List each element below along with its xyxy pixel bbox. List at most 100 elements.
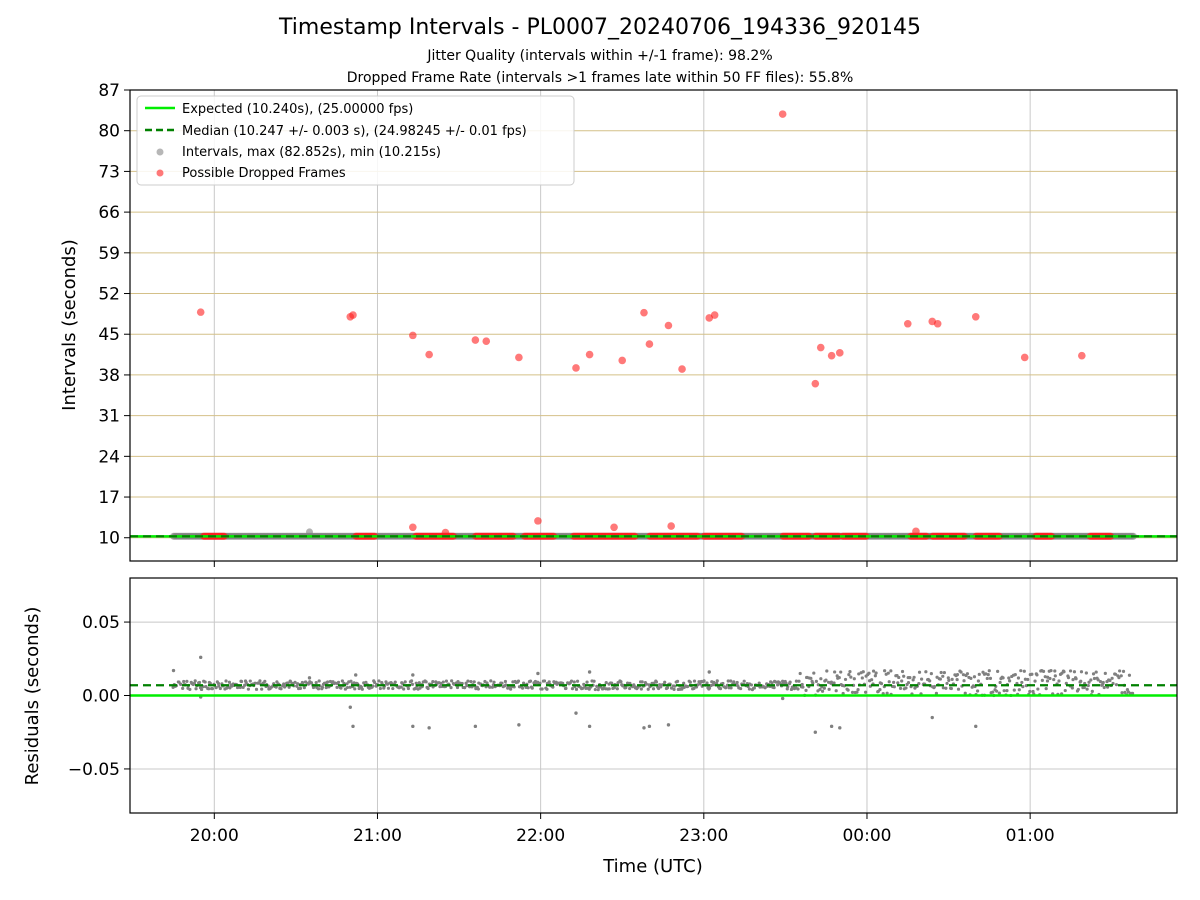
residual-point	[547, 680, 551, 684]
residual-point	[1066, 676, 1071, 680]
residual-point	[181, 686, 185, 690]
top-y-tick-label: 73	[98, 162, 120, 182]
residual-point	[763, 686, 767, 690]
residual-point	[317, 679, 321, 683]
residual-point	[1130, 691, 1135, 695]
residual-point	[489, 679, 493, 683]
residual-point	[300, 681, 305, 685]
residual-point	[833, 670, 837, 674]
residual-point	[673, 684, 677, 688]
residual-point	[902, 674, 906, 678]
residual-point	[995, 689, 999, 693]
residual-point	[254, 687, 259, 691]
chart-subtitle-dropped: Dropped Frame Rate (intervals >1 frames …	[346, 70, 854, 86]
residual-point	[574, 711, 578, 715]
residual-point	[1023, 677, 1028, 681]
residual-point	[1052, 677, 1056, 682]
residual-point	[988, 676, 993, 680]
residual-point	[814, 679, 818, 683]
residual-point	[873, 674, 877, 678]
residual-point	[399, 685, 403, 689]
dropped-frame-point	[425, 350, 433, 359]
residual-point	[476, 687, 480, 691]
residual-point	[900, 679, 904, 683]
residual-point	[834, 689, 838, 693]
top-y-tick-label: 31	[98, 407, 120, 427]
residual-point	[1049, 668, 1053, 673]
residual-point	[818, 687, 822, 692]
bottom-x-axis-label: Time (UTC)	[602, 856, 703, 877]
residual-point	[838, 726, 842, 730]
dropped-frame-point	[409, 331, 417, 340]
residual-point	[917, 670, 922, 674]
residual-point	[912, 675, 916, 679]
interval-point	[305, 528, 313, 536]
residual-point	[911, 678, 915, 682]
residual-point	[1062, 670, 1066, 674]
residual-point	[883, 669, 887, 673]
residual-point	[959, 670, 963, 674]
residual-point	[975, 689, 980, 693]
residual-point	[938, 677, 942, 681]
residual-point	[904, 686, 908, 690]
residual-point	[256, 681, 260, 685]
residual-point	[1079, 679, 1083, 683]
top-y-tick-label: 10	[98, 529, 120, 549]
residual-point	[1096, 678, 1100, 682]
residual-point	[607, 687, 611, 691]
dropped-frame-point	[471, 336, 480, 344]
residual-point	[776, 683, 780, 687]
legend-intervals-swatch	[156, 148, 164, 156]
top-y-tick-label: 45	[98, 325, 120, 345]
residual-point	[587, 670, 592, 674]
residual-point	[826, 680, 831, 684]
residual-point	[1045, 679, 1050, 683]
residual-point	[1120, 691, 1124, 695]
dropped-frame-point	[827, 351, 836, 360]
residual-point	[287, 685, 291, 689]
dropped-frame-point	[971, 312, 980, 321]
dropped-frame-point	[515, 353, 523, 362]
residual-point	[991, 690, 995, 694]
residual-point	[666, 723, 671, 727]
dropped-frame-point	[349, 311, 357, 319]
residual-point	[456, 679, 460, 684]
residual-point	[353, 687, 357, 691]
residual-point	[465, 684, 469, 688]
residual-point	[403, 680, 407, 684]
residual-point	[1119, 674, 1123, 678]
residual-point	[624, 686, 628, 690]
residual-point	[188, 687, 192, 692]
residual-point	[839, 670, 843, 674]
residual-point	[698, 682, 702, 686]
residual-point	[349, 679, 353, 683]
residual-point	[1102, 685, 1106, 690]
residual-point	[449, 686, 453, 690]
dropped-frame-point	[811, 379, 820, 388]
residual-point	[1035, 673, 1039, 677]
residual-point	[575, 679, 580, 683]
residual-point	[580, 686, 585, 690]
residual-point	[860, 676, 864, 680]
dropped-frame-point	[664, 321, 673, 330]
residual-point	[260, 687, 264, 691]
residual-point	[595, 684, 599, 688]
residual-point	[464, 681, 468, 685]
residual-point	[628, 686, 632, 691]
residual-point	[726, 679, 730, 683]
residual-point	[987, 669, 991, 673]
residual-point	[1036, 687, 1040, 691]
dropped-frame-point	[933, 319, 942, 328]
residual-point	[944, 686, 948, 690]
residual-point	[406, 686, 410, 691]
residual-point	[688, 680, 692, 684]
residual-point	[320, 685, 325, 689]
residual-point	[752, 686, 756, 690]
residual-point	[896, 681, 900, 685]
residual-point	[819, 677, 823, 681]
residual-point	[832, 681, 836, 685]
residual-point	[1114, 683, 1119, 687]
dropped-frame-point	[196, 308, 205, 316]
residual-point	[813, 730, 818, 734]
residual-point	[864, 690, 868, 694]
